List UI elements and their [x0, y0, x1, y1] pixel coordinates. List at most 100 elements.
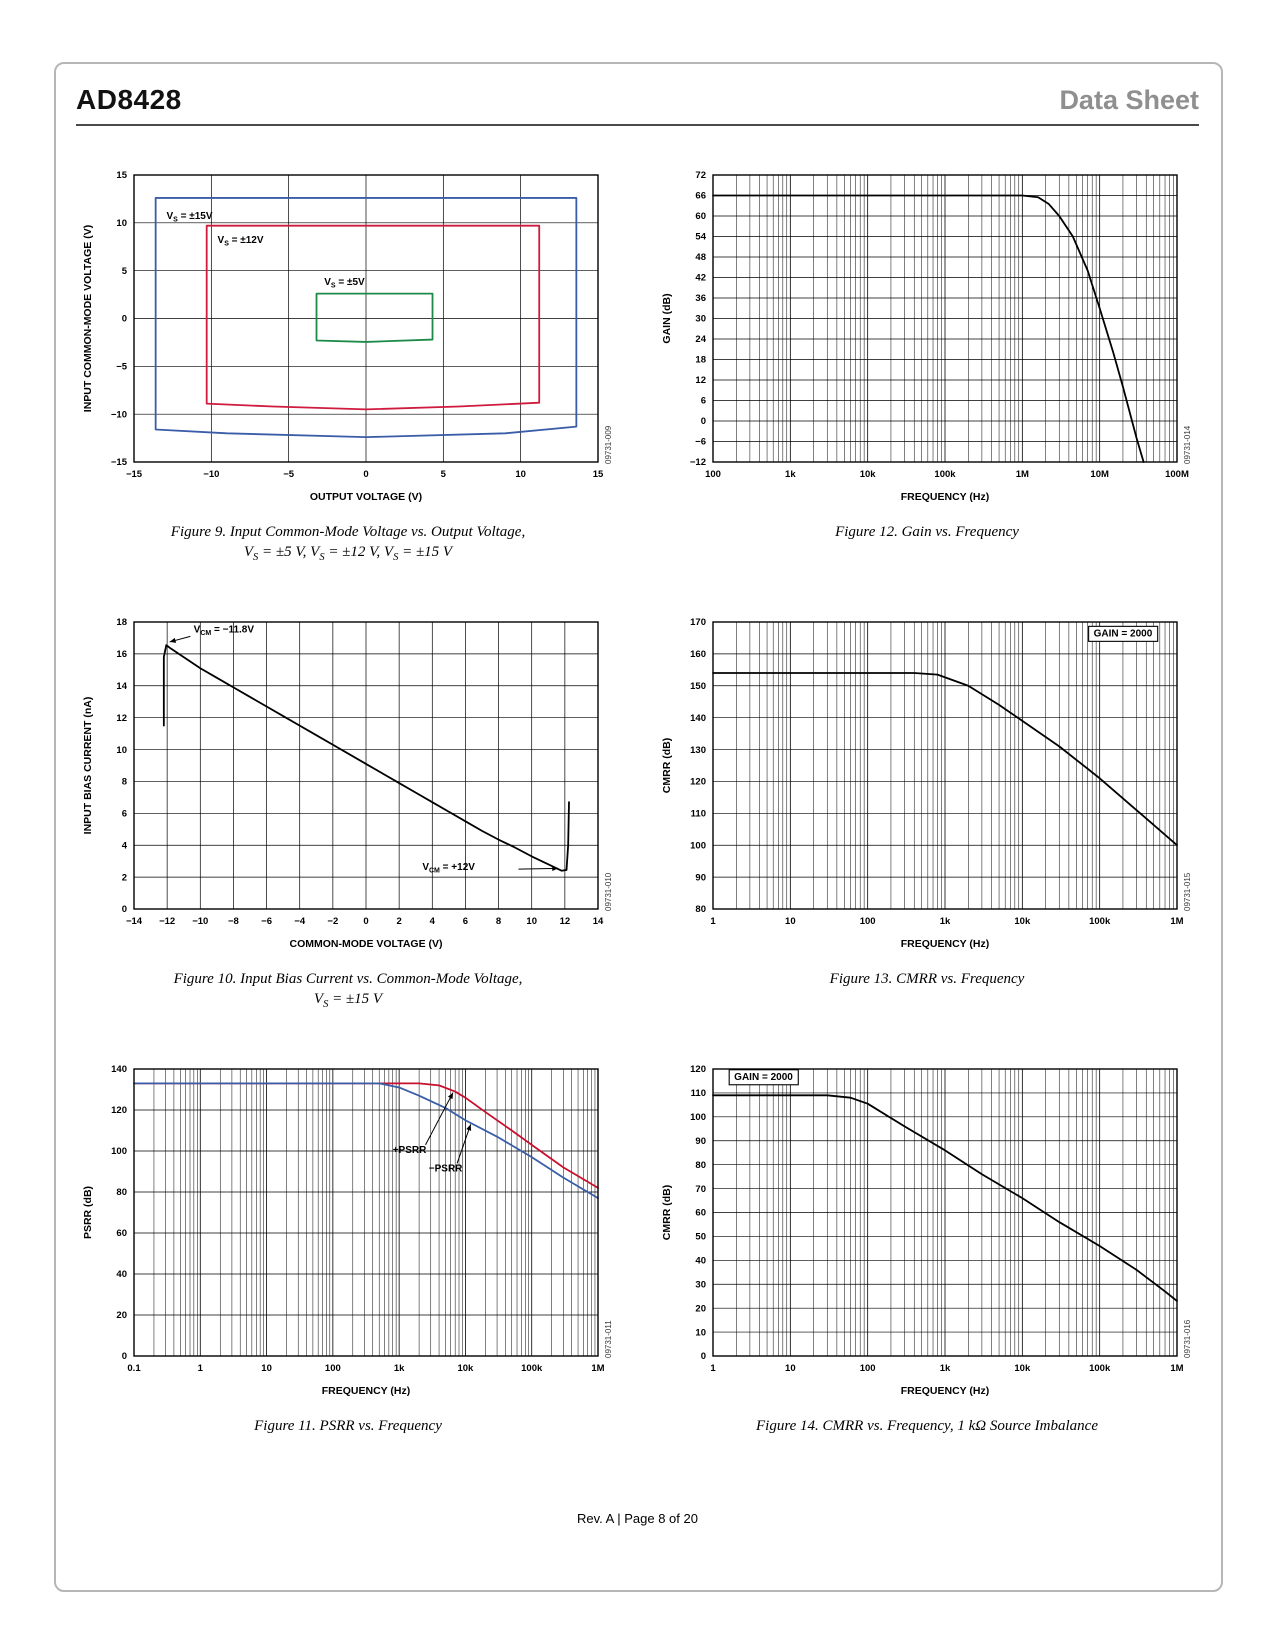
figure-code: 09731-009: [604, 425, 613, 464]
svg-text:−4: −4: [294, 916, 306, 927]
svg-text:−12: −12: [159, 916, 175, 927]
plot-frame: [712, 174, 1178, 463]
figure-10-caption: Figure 10. Input Bias Current vs. Common…: [78, 970, 618, 1011]
svg-text:−6: −6: [261, 916, 272, 927]
svg-text:0: 0: [701, 416, 706, 427]
loop-vs-5v: [315, 292, 434, 343]
svg-text:100: 100: [690, 841, 706, 852]
svg-text:10: 10: [785, 916, 796, 927]
figure-13-caption: Figure 13. CMRR vs. Frequency: [657, 970, 1197, 990]
svg-text:170: 170: [690, 617, 706, 628]
y-axis-label: PSRR (dB): [82, 1186, 94, 1239]
y-axis-label: CMRR (dB): [661, 1185, 673, 1240]
input-bias-current: [162, 644, 570, 872]
svg-text:15: 15: [116, 170, 127, 181]
svg-text:1: 1: [710, 916, 716, 927]
annotation-arrowhead: [169, 637, 177, 644]
svg-text:100: 100: [860, 1363, 876, 1374]
figure-9-caption: Figure 9. Input Common-Mode Voltage vs. …: [78, 523, 618, 564]
caption-line: Figure 13. CMRR vs. Frequency: [829, 971, 1025, 988]
footer-text: Rev. A | Page 8 of 20: [577, 1511, 698, 1526]
figure-code: 09731-010: [604, 872, 613, 911]
gridlines: [712, 621, 1178, 910]
svg-text:1k: 1k: [394, 1363, 405, 1374]
svg-text:1M: 1M: [1170, 1363, 1183, 1374]
figure-9-plot: −15 −10 −5 0 5 10 15 15 10 5 0 −5 −10 −15 OUTPUT VOLTA…: [82, 170, 613, 503]
svg-text:1: 1: [710, 1363, 716, 1374]
annotation-label: GAIN = 2000: [1094, 628, 1153, 639]
svg-text:100: 100: [111, 1146, 127, 1157]
svg-text:1k: 1k: [785, 469, 796, 480]
caption-line: Figure 14. CMRR vs. Frequency, 1 kΩ Sour…: [756, 1418, 1098, 1435]
svg-text:120: 120: [690, 777, 706, 788]
gain: [712, 194, 1145, 463]
x-tick-labels: −15 −10 −5 0 5 10 15: [126, 469, 604, 480]
annotation-arrow: [425, 1092, 454, 1146]
plot-frame: [133, 174, 599, 463]
y-axis-label: GAIN (dB): [661, 293, 673, 343]
annotation-box: [728, 1069, 799, 1086]
svg-text:6: 6: [463, 916, 468, 927]
svg-text:72: 72: [695, 170, 706, 181]
svg-text:6: 6: [701, 396, 706, 407]
svg-text:100k: 100k: [1089, 916, 1111, 927]
annotation-arrow: [518, 867, 559, 870]
svg-text:−14: −14: [126, 916, 143, 927]
svg-text:80: 80: [116, 1187, 127, 1198]
svg-text:20: 20: [116, 1310, 127, 1321]
cmrr-1k-imbalance: [712, 1094, 1178, 1303]
svg-text:48: 48: [695, 252, 706, 263]
caption-line: VS = ±5 V, VS = ±12 V, VS = ±15 V: [243, 543, 453, 563]
svg-text:1k: 1k: [940, 1363, 951, 1374]
x-tick-labels: 1 10 100 1k 10k 100k 1M: [710, 916, 1183, 927]
svg-text:10: 10: [116, 745, 127, 756]
svg-text:0: 0: [363, 469, 368, 480]
svg-text:100k: 100k: [521, 1363, 543, 1374]
svg-text:100: 100: [325, 1363, 341, 1374]
annotation-arrowhead: [552, 866, 559, 872]
svg-text:30: 30: [695, 314, 706, 325]
svg-text:12: 12: [116, 713, 127, 724]
svg-text:90: 90: [695, 1136, 706, 1147]
svg-text:2: 2: [122, 872, 127, 883]
gridlines: [133, 621, 599, 910]
svg-text:8: 8: [496, 916, 501, 927]
charts-grid: −15 −10 −5 0 5 10 15 15 10 5 0 −5 −10 −15 OUTPUT VOLTA…: [78, 163, 1197, 1437]
svg-text:66: 66: [695, 191, 706, 202]
figure-11-caption: Figure 11. PSRR vs. Frequency: [78, 1417, 618, 1437]
x-tick-labels: 1 10 100 1k 10k 100k 1M: [710, 1363, 1183, 1374]
svg-text:80: 80: [695, 904, 706, 915]
figure-11-plot: 0.1 1 10 100 1k 10k 100k 1M 140 120 100 80 60 40 20 0 FR…: [82, 1064, 613, 1397]
caption-line: VS = ±15 V: [313, 990, 383, 1010]
svg-text:0: 0: [701, 1351, 706, 1362]
svg-text:−5: −5: [116, 362, 128, 373]
svg-text:1M: 1M: [1016, 469, 1029, 480]
svg-text:10k: 10k: [860, 469, 877, 480]
cmrr: [712, 672, 1178, 847]
figure-12-caption: Figure 12. Gain vs. Frequency: [657, 523, 1197, 543]
svg-text:−2: −2: [327, 916, 338, 927]
svg-text:−8: −8: [228, 916, 239, 927]
doc-type-label: Data Sheet: [1059, 85, 1199, 115]
svg-text:12: 12: [560, 916, 571, 927]
annotation-label: VS = ±15V: [166, 211, 212, 224]
x-axis-label: FREQUENCY (Hz): [901, 491, 989, 503]
page-border: [54, 62, 1223, 1592]
figure-11: 0.1 1 10 100 1k 10k 100k 1M 140 120 100 80 60 40 20 0 FR…: [78, 1057, 618, 1437]
svg-text:36: 36: [695, 293, 706, 304]
y-tick-labels: 170 160 150 140 130 120 110 100 90 80: [690, 617, 706, 915]
part-number: AD8428: [76, 84, 182, 115]
svg-text:1M: 1M: [591, 1363, 604, 1374]
svg-text:50: 50: [695, 1232, 706, 1243]
annotation-arrowhead: [447, 1092, 454, 1100]
x-axis-label: FREQUENCY (Hz): [901, 1385, 989, 1397]
plot-frame: [133, 1068, 599, 1357]
svg-text:10k: 10k: [457, 1363, 474, 1374]
svg-text:42: 42: [695, 273, 706, 284]
svg-text:10: 10: [695, 1328, 706, 1339]
svg-text:60: 60: [695, 1208, 706, 1219]
svg-text:60: 60: [116, 1228, 127, 1239]
gridlines: [712, 1068, 1178, 1357]
svg-text:100k: 100k: [1089, 1363, 1111, 1374]
